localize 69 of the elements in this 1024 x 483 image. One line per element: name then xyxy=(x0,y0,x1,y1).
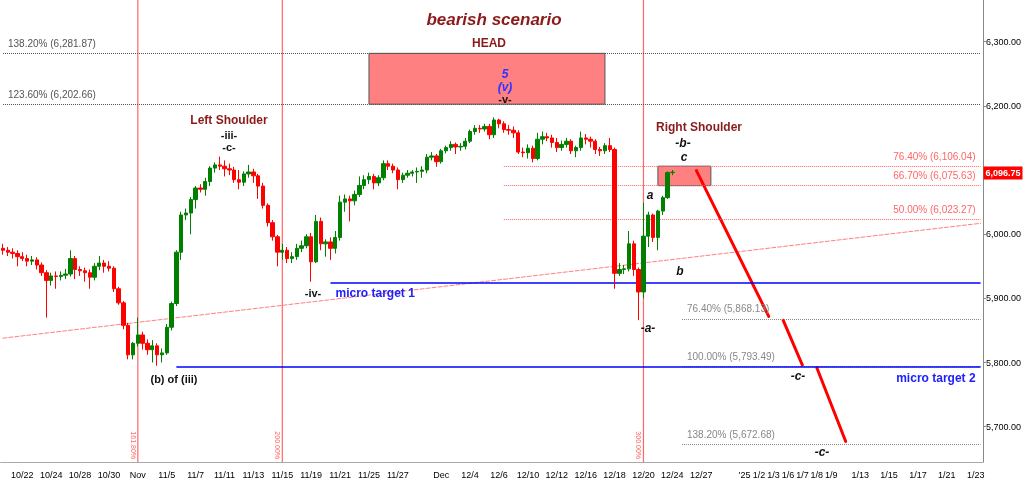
annotation: -iv- xyxy=(304,287,322,299)
annotation: -b- xyxy=(675,136,691,150)
x-tick-label: 11/25 xyxy=(358,469,380,480)
ref-line-label: micro target 1 xyxy=(335,286,416,301)
annotation: HEAD xyxy=(471,36,507,50)
x-tick-label: 1/17 xyxy=(909,469,927,480)
text: 6,096.75 xyxy=(985,168,1021,178)
x-tick-label: 12/6 xyxy=(490,469,508,480)
x-tick-label: 1/15 xyxy=(880,469,898,480)
annotation: Left Shoulder xyxy=(190,113,268,127)
x-tick-label: 10/22 xyxy=(10,469,34,480)
text: bearish scenario xyxy=(426,10,562,29)
x-tick-label: 12/18 xyxy=(603,469,626,480)
annotation: Right Shoulder xyxy=(656,120,743,134)
ref-line-label: 50.00% (6,023.27) xyxy=(893,203,976,215)
x-tick-label: 11/7 xyxy=(187,469,205,480)
x-tick-label: 11/19 xyxy=(300,469,323,480)
x-tick-label: '25 xyxy=(738,469,751,480)
x-tick-label: 10/24 xyxy=(39,469,63,480)
x-tick-label: 10/30 xyxy=(97,469,121,480)
x-tick-label: 1/8 xyxy=(810,469,824,480)
x-tick-label: Dec xyxy=(433,469,450,480)
y-tick-label: 6,200.00 xyxy=(985,100,1022,111)
y-tick-label: 5,900.00 xyxy=(985,293,1022,304)
x-tick-label: 12/24 xyxy=(661,469,684,480)
annotation: a xyxy=(646,188,654,202)
annotation: -c- xyxy=(814,445,830,459)
x-tick-label: 11/5 xyxy=(158,469,176,480)
x-tick-label: 1/7 xyxy=(796,469,809,480)
x-tick-label: 1/3 xyxy=(767,469,780,480)
annotation: (b) of (iii) xyxy=(150,373,198,385)
x-tick-label: 12/20 xyxy=(632,469,655,480)
annotation: -c- xyxy=(790,369,806,383)
x-tick-label: 1/6 xyxy=(781,469,795,480)
annotation: (v) xyxy=(497,80,513,94)
ref-line-label: 100.00% (5,793.49) xyxy=(686,351,775,363)
annotation: -iii- xyxy=(220,129,238,141)
ref-line-label: 76.40% (6,106.04) xyxy=(893,150,976,162)
y-tick-label: 5,700.00 xyxy=(985,421,1022,432)
x-tick-label: 11/13 xyxy=(242,469,265,480)
x-tick-label: 11/27 xyxy=(386,469,409,480)
x-tick-label: 12/4 xyxy=(461,469,479,480)
x-tick-label: 11/11 xyxy=(213,469,236,480)
annotation: 5 xyxy=(501,67,509,81)
annotation: -v- xyxy=(498,93,513,105)
annotation: b xyxy=(676,264,684,278)
annotation: -c- xyxy=(222,141,237,153)
y-tick-label: 6,300.00 xyxy=(985,36,1022,47)
x-tick-label: 1/9 xyxy=(825,469,838,480)
x-tick-label: 12/12 xyxy=(545,469,569,480)
x-tick-label: 1/13 xyxy=(851,469,869,480)
ref-line-label: 138.20% (5,672.68) xyxy=(686,428,775,440)
ref-line-label: 123.60% (6,202.66) xyxy=(8,88,96,100)
x-tick-label: 1/21 xyxy=(938,469,956,480)
x-tick-label: 12/10 xyxy=(516,469,540,480)
y-tick-label: 6,000.00 xyxy=(985,229,1022,240)
x-tick-label: 12/16 xyxy=(574,469,597,480)
y-tick-label: 5,800.00 xyxy=(985,357,1022,368)
annotation: c xyxy=(680,150,688,164)
x-tick-label: 1/2 xyxy=(752,469,766,480)
ref-line-label: 66.70% (6,075.63) xyxy=(893,170,976,182)
x-tick-label: 11/21 xyxy=(329,469,352,480)
x-tick-label: 11/15 xyxy=(271,469,294,480)
ref-line-label: 138.20% (6,281.87) xyxy=(8,37,96,49)
x-tick-label: Nov xyxy=(129,469,147,480)
ref-line-label: micro target 2 xyxy=(896,371,976,386)
x-tick-label: 12/27 xyxy=(689,469,713,480)
x-tick-label: 1/23 xyxy=(966,469,985,480)
x-tick-label: 10/28 xyxy=(68,469,92,480)
